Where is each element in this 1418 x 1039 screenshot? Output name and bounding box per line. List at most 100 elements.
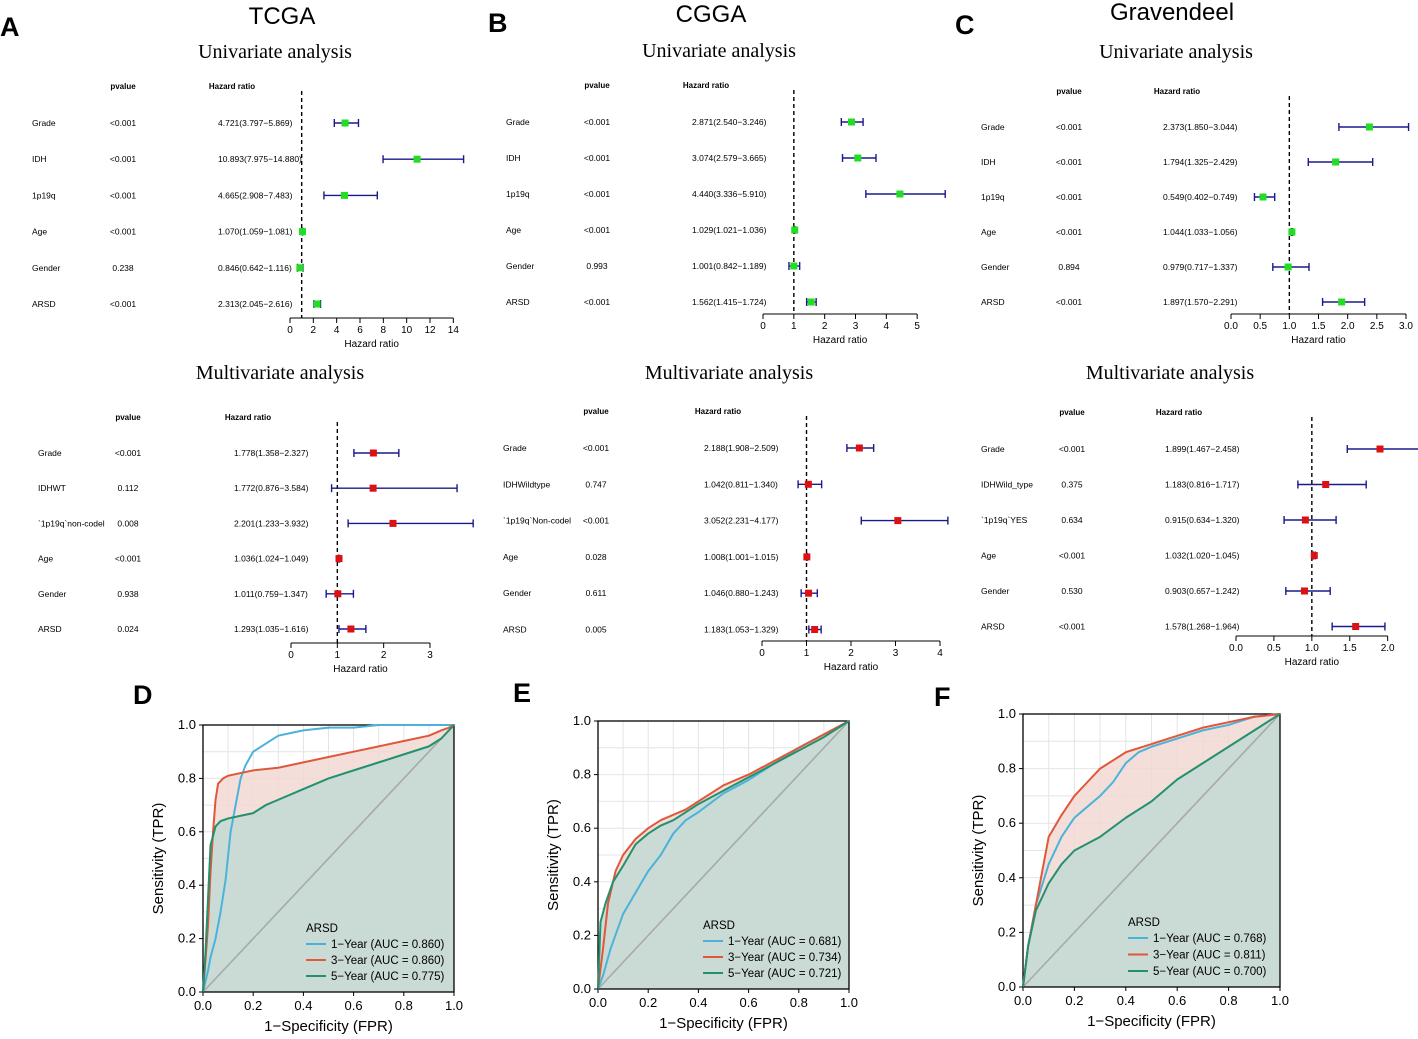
hr-marker — [896, 190, 904, 198]
x-tick-label: 0.8 — [1220, 993, 1238, 1008]
x-axis-label: Hazard ratio — [813, 335, 868, 346]
row-label: Gender — [506, 261, 535, 271]
pvalue-header: pvalue — [583, 407, 609, 416]
row-pvalue: 0.238 — [112, 263, 134, 273]
row-pvalue: <0.001 — [110, 118, 137, 128]
x-tick-label: 0.8 — [790, 995, 808, 1010]
row-label: IDH — [506, 153, 521, 163]
x-tick-label: 4 — [937, 648, 943, 659]
x-tick-label: 1.5 — [1312, 321, 1326, 332]
chance-diagonal — [202, 724, 455, 993]
section-title-uni-c: Univariate analysis — [1099, 41, 1253, 63]
x-tick-label: 0.0 — [1224, 321, 1238, 332]
row-label: IDH — [32, 154, 47, 164]
row-hazard-ratio: 1.008(1.001−1.015) — [704, 552, 779, 562]
roc-chart: 0.00.0 0.2 0.2 0.4 0.4 0.6 0.6 0.8 0.8 1.0 1.0 1−Sp… — [970, 706, 1289, 1030]
forest-plot: pvalue Hazard ratio Grade <0.001 2.373(1.850… — [981, 87, 1413, 346]
x-axis-label: Hazard ratio — [824, 662, 879, 673]
x-tick-label: 0.4 — [1117, 993, 1135, 1008]
hazard-ratio-header: Hazard ratio — [1156, 408, 1202, 417]
y-tick-label: 0.4 — [178, 877, 196, 892]
roc-curve — [202, 724, 455, 993]
x-tick-label: 0 — [287, 325, 293, 336]
pvalue-header: pvalue — [1056, 87, 1082, 96]
row-label: ARSD — [32, 299, 56, 309]
row-pvalue: <0.001 — [584, 117, 611, 127]
hr-marker — [1259, 193, 1267, 201]
hr-marker — [347, 625, 355, 633]
legend-label: 1−Year (AUC = 0.860) — [331, 939, 445, 951]
x-tick-label: 1.5 — [1343, 643, 1357, 654]
roc-curve — [202, 724, 454, 993]
row-hazard-ratio: 2.871(2.540−3.246) — [692, 117, 767, 127]
x-tick-label: 4 — [884, 321, 890, 332]
row-pvalue: 0.028 — [585, 552, 607, 562]
row-label: ARSD — [503, 625, 527, 635]
y-tick-label: 0.8 — [998, 761, 1016, 776]
x-tick-label: 0 — [760, 321, 766, 332]
panel-letter-a: A — [0, 12, 20, 42]
x-tick-label: 0.2 — [244, 998, 262, 1013]
plot-frame — [202, 724, 455, 993]
plot-frame — [597, 720, 850, 990]
hr-marker — [1288, 228, 1296, 236]
row-hazard-ratio: 1.293(1.035−1.616) — [234, 624, 309, 634]
row-label: ARSD — [981, 622, 1005, 632]
roc-curve — [1022, 713, 1281, 988]
y-tick-label: 1.0 — [573, 713, 591, 728]
section-title-multi-a: Multivariate analysis — [196, 362, 365, 384]
roc-chart: 0.00.0 0.2 0.2 0.4 0.4 0.6 0.6 0.8 0.8 1.0 1.0 1−Sp… — [545, 713, 858, 1032]
hazard-ratio-header: Hazard ratio — [225, 413, 271, 422]
section-title-multi-c: Multivariate analysis — [1086, 362, 1255, 384]
hr-marker — [854, 154, 862, 162]
y-tick-label: 0.8 — [573, 767, 591, 782]
forest-plot: pvalue Hazard ratio Grade <0.001 1.899(1.467… — [981, 408, 1418, 668]
roc-curve — [1022, 713, 1281, 988]
plot-frame — [1022, 713, 1281, 988]
y-axis-label: Sensitivity (TPR) — [970, 795, 987, 907]
y-tick-label: 1.0 — [998, 706, 1016, 721]
row-hazard-ratio: 1.778(1.358−2.327) — [234, 448, 309, 458]
hr-marker — [296, 264, 304, 272]
row-label: Age — [503, 552, 518, 562]
x-tick-label: 0.5 — [1267, 643, 1281, 654]
x-axis-label: Hazard ratio — [344, 339, 399, 350]
legend-title: ARSD — [1128, 917, 1160, 929]
row-hazard-ratio: 1.772(0.876−3.584) — [234, 483, 309, 493]
x-tick-label: 1 — [791, 321, 797, 332]
row-pvalue: <0.001 — [110, 154, 137, 164]
x-tick-label: 3 — [427, 650, 433, 661]
hr-marker — [341, 119, 349, 127]
y-tick-label: 0.8 — [178, 770, 196, 785]
row-pvalue: 0.112 — [118, 483, 139, 493]
row-hazard-ratio: 1.183(1.053−1.329) — [704, 625, 779, 635]
row-hazard-ratio: 1.897(1.570−2.291) — [1163, 297, 1238, 307]
pvalue-header: pvalue — [1059, 408, 1085, 417]
row-hazard-ratio: 0.846(0.642−1.116) — [218, 263, 292, 273]
legend-label: 3−Year (AUC = 0.860) — [331, 955, 445, 967]
hr-marker — [389, 519, 397, 527]
x-axis-label: 1−Specificity (FPR) — [659, 1015, 788, 1032]
hr-marker — [855, 444, 863, 452]
row-pvalue: 0.634 — [1061, 515, 1083, 525]
y-tick-label: 0.6 — [178, 824, 196, 839]
row-pvalue: <0.001 — [110, 299, 137, 309]
row-hazard-ratio: 0.915(0.634−1.320) — [1165, 515, 1240, 525]
row-label: Grade — [32, 118, 56, 128]
x-tick-label: 0.5 — [1253, 321, 1267, 332]
row-hazard-ratio: 2.373(1.850−3.044) — [1163, 122, 1238, 132]
section-title-multi-b: Multivariate analysis — [645, 362, 814, 384]
x-tick-label: 4 — [334, 325, 340, 336]
x-tick-label: 2.0 — [1381, 643, 1395, 654]
row-pvalue: 0.747 — [585, 479, 607, 489]
row-hazard-ratio: 1.046(0.880−1.243) — [704, 588, 779, 598]
row-label: Age — [981, 227, 996, 237]
row-hazard-ratio: 0.903(0.657−1.242) — [1165, 586, 1240, 596]
row-label: 1p19q — [506, 189, 530, 199]
panel-letter-d: D — [133, 680, 153, 710]
forest-plot: pvalue Hazard ratio Grade <0.001 1.778(1.358… — [38, 413, 474, 675]
row-pvalue: 0.530 — [1061, 586, 1083, 596]
row-label: Age — [32, 227, 47, 237]
hr-marker — [1284, 263, 1292, 271]
x-tick-label: 0.6 — [345, 998, 363, 1013]
